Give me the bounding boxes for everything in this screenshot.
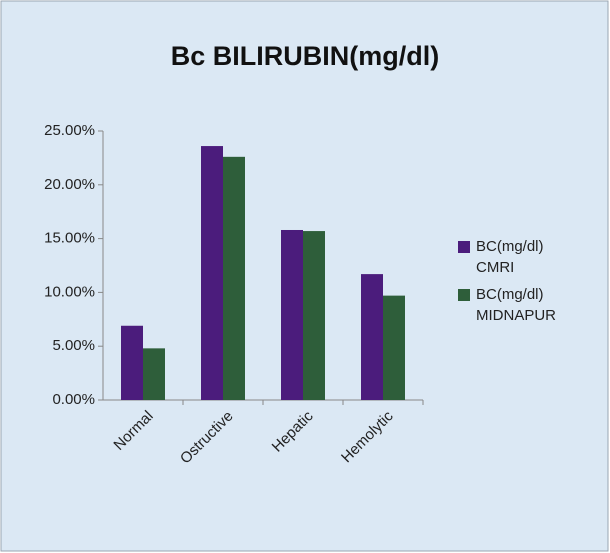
bar bbox=[383, 295, 405, 400]
legend-label: BC(mg/dl) CMRI bbox=[476, 238, 544, 276]
legend-item: BC(mg/dl) MIDNAPUR bbox=[458, 284, 583, 326]
y-tick-label: 20.00% bbox=[44, 176, 95, 193]
bar bbox=[201, 146, 223, 400]
bar bbox=[361, 274, 383, 400]
legend: BC(mg/dl) CMRI BC(mg/dl) MIDNAPUR bbox=[458, 236, 583, 332]
y-tick-label: 0.00% bbox=[52, 391, 95, 408]
legend-label: BC(mg/dl) MIDNAPUR bbox=[476, 286, 557, 324]
bar bbox=[143, 348, 165, 400]
y-tick-label: 10.00% bbox=[44, 283, 95, 300]
y-tick-label: 15.00% bbox=[44, 230, 95, 247]
legend-swatch bbox=[458, 241, 470, 253]
bar bbox=[121, 325, 143, 400]
chart-title: Bc BILIRUBIN(mg/dl) bbox=[171, 41, 439, 71]
legend-item: BC(mg/dl) CMRI bbox=[458, 236, 583, 278]
y-tick-label: 25.00% bbox=[44, 122, 95, 139]
legend-swatch bbox=[458, 289, 470, 301]
y-tick-label: 5.00% bbox=[52, 337, 95, 354]
bar bbox=[223, 156, 245, 400]
bar bbox=[303, 231, 325, 400]
bar bbox=[281, 229, 303, 400]
